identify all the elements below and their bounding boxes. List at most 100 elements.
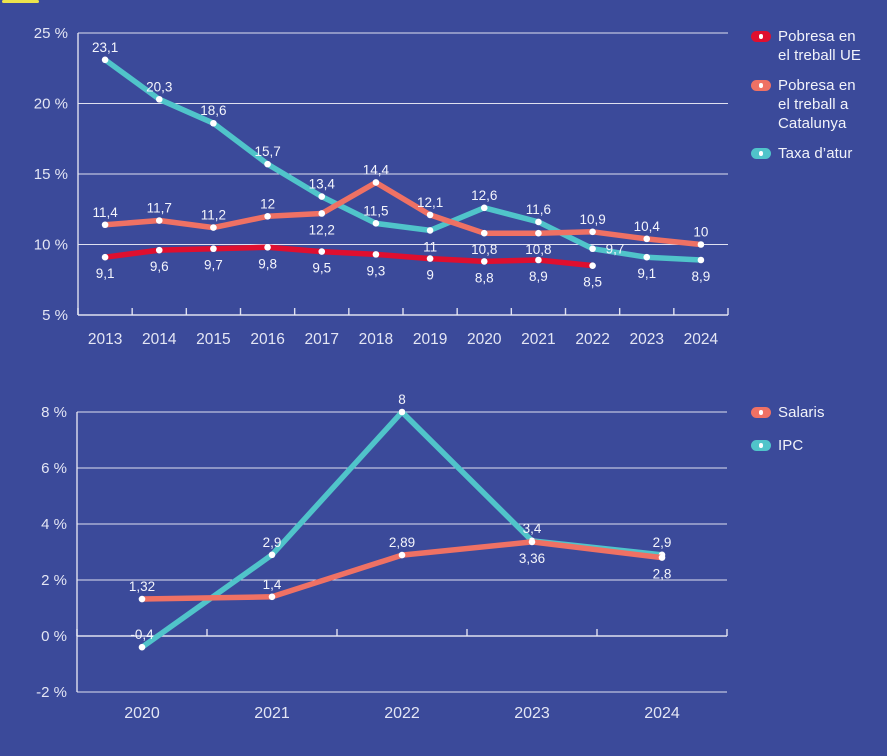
data-point bbox=[101, 221, 109, 229]
value-label: 2,8 bbox=[653, 567, 672, 582]
legend-marker-dot-icon bbox=[758, 443, 764, 448]
x-axis-label: 2024 bbox=[644, 705, 680, 722]
data-point bbox=[264, 213, 271, 220]
data-point bbox=[426, 211, 434, 219]
legend-item-pobresa-catalunya: Pobresa en el treball a Catalunya bbox=[751, 76, 861, 133]
x-axis-label: 2021 bbox=[254, 705, 290, 722]
x-axis-label: 2015 bbox=[196, 331, 230, 348]
data-point bbox=[480, 204, 488, 212]
legend-item-pobresa-ue: Pobresa en el treball UE bbox=[751, 27, 861, 65]
x-axis-label: 2023 bbox=[514, 705, 550, 722]
y-axis-label: 15 % bbox=[34, 166, 68, 183]
value-label: 1,32 bbox=[129, 579, 155, 594]
value-label: 1,4 bbox=[263, 577, 282, 592]
legend-label-line: Catalunya bbox=[778, 115, 847, 132]
data-point bbox=[426, 227, 434, 234]
data-point bbox=[155, 95, 163, 103]
data-point bbox=[535, 256, 542, 264]
data-point bbox=[210, 224, 217, 231]
legend-label-line: Pobresa en bbox=[778, 28, 856, 45]
x-axis-label: 2021 bbox=[521, 331, 555, 348]
data-point bbox=[643, 235, 651, 243]
legend-label-line: el treball UE bbox=[778, 47, 862, 64]
value-label: 11,4 bbox=[92, 205, 118, 220]
data-point bbox=[589, 228, 596, 236]
legend-marker-salmon-pill-icon bbox=[751, 80, 771, 91]
top-chart: 25 % 20 % 15 % 10 % 5 % 2013 2014 2015 2016 2017 2… bbox=[34, 25, 729, 348]
legend-label-line: el treball a bbox=[778, 96, 849, 113]
value-label: 18,6 bbox=[200, 103, 226, 118]
value-label: 9,8 bbox=[258, 256, 277, 271]
value-label: 9,5 bbox=[312, 261, 331, 276]
legend-label: IPC bbox=[778, 436, 803, 455]
value-label: 10,4 bbox=[634, 219, 661, 234]
legend-item-salaris: Salaris bbox=[751, 403, 825, 422]
value-label: 12,1 bbox=[417, 195, 443, 210]
value-label: 9,1 bbox=[637, 266, 656, 281]
series-line bbox=[102, 57, 704, 263]
y-axis-label: -2 % bbox=[36, 684, 67, 701]
legend-marker-dot-icon bbox=[758, 83, 764, 88]
legend-label-line: IPC bbox=[778, 437, 804, 454]
data-point bbox=[697, 241, 705, 248]
value-label: 12,6 bbox=[471, 188, 497, 203]
value-label: 2,89 bbox=[389, 535, 415, 550]
legend-label-line: Salaris bbox=[778, 404, 825, 421]
value-label: 9,7 bbox=[204, 258, 223, 273]
x-axis-label: 2014 bbox=[142, 331, 177, 348]
data-point bbox=[372, 220, 380, 227]
legend-label-line: Pobresa en bbox=[778, 77, 856, 94]
data-point bbox=[268, 593, 276, 601]
value-label: 10,9 bbox=[579, 212, 605, 227]
data-point bbox=[697, 256, 705, 264]
series-line bbox=[102, 179, 704, 248]
value-label: 23,1 bbox=[92, 40, 118, 55]
y-axis-label: 4 % bbox=[41, 516, 67, 533]
series-line bbox=[139, 409, 665, 650]
legend-marker-dot-icon bbox=[758, 151, 764, 156]
value-label: 14,4 bbox=[363, 162, 390, 177]
value-label: 13,4 bbox=[309, 177, 336, 192]
value-label: 20,3 bbox=[146, 79, 172, 94]
legend-marker-teal-pill-icon bbox=[751, 148, 771, 159]
x-axis-label: 2024 bbox=[684, 331, 719, 348]
x-axis-label: 2020 bbox=[124, 705, 160, 722]
legend-label-line: Taxa d’atur bbox=[778, 145, 853, 162]
x-axis-label: 2022 bbox=[575, 331, 609, 348]
data-point bbox=[264, 244, 271, 251]
data-point bbox=[155, 246, 163, 254]
x-axis-label: 2016 bbox=[250, 331, 284, 348]
value-label: 10,8 bbox=[471, 242, 497, 257]
value-label: 11,7 bbox=[147, 201, 172, 216]
value-label: 10 bbox=[693, 225, 708, 240]
value-label: 2,9 bbox=[263, 535, 282, 550]
value-label: 3,36 bbox=[519, 551, 545, 566]
x-axis-label: 2022 bbox=[384, 705, 420, 722]
value-label: 9,3 bbox=[367, 263, 386, 278]
value-label: 8 bbox=[398, 392, 406, 407]
value-label: 15,7 bbox=[254, 144, 280, 159]
data-point bbox=[372, 251, 380, 258]
y-axis-label: 25 % bbox=[34, 25, 68, 42]
data-point bbox=[643, 253, 651, 261]
legend-label: Pobresa en el treball a Catalunya bbox=[778, 76, 856, 133]
value-label: 10,8 bbox=[525, 242, 551, 257]
data-point bbox=[589, 245, 596, 253]
y-axis-label: 8 % bbox=[41, 404, 67, 421]
data-point bbox=[372, 179, 380, 186]
y-axis-label: 2 % bbox=[41, 572, 67, 589]
series-line bbox=[102, 244, 596, 269]
legend-item-taxa-datur: Taxa d’atur bbox=[751, 144, 861, 163]
value-label: 11,6 bbox=[526, 202, 551, 217]
bottom-chart: 8 % 6 % 4 % 2 % 0 % -2 % 2020 2021 2022 2023 2024 1… bbox=[36, 392, 728, 722]
value-label: 9,6 bbox=[150, 259, 169, 274]
legend-item-ipc: IPC bbox=[751, 436, 825, 455]
value-label: 11 bbox=[423, 239, 437, 254]
value-label: 3,4 bbox=[523, 521, 542, 536]
x-axis-label: 2013 bbox=[88, 331, 122, 348]
value-label: 9,7 bbox=[606, 242, 625, 257]
value-label: 12,2 bbox=[309, 222, 335, 237]
value-label: 11,2 bbox=[201, 208, 226, 223]
